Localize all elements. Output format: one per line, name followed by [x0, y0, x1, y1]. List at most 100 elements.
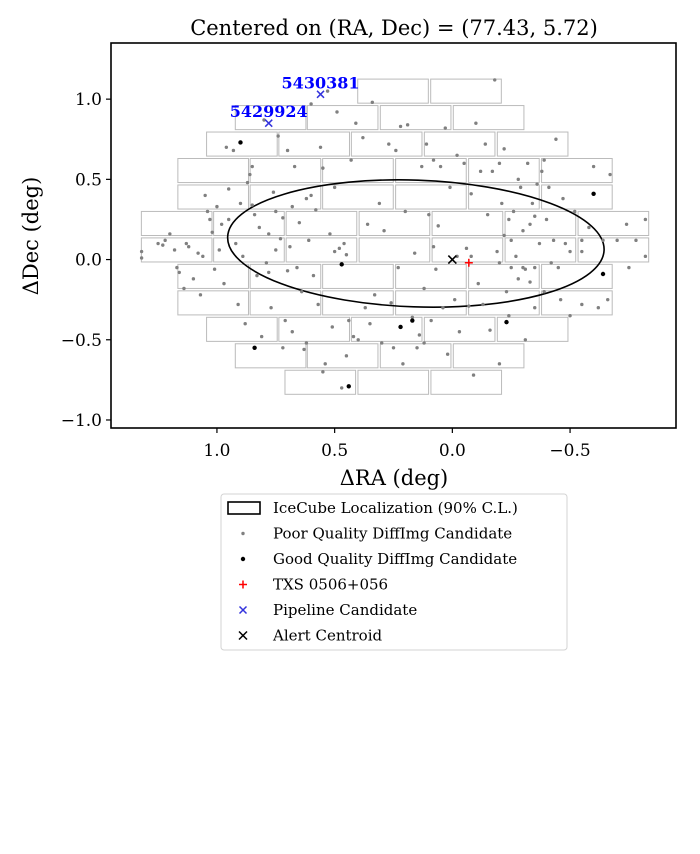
poor-quality-candidate-point [591, 164, 596, 169]
poor-quality-candidate-point [267, 232, 271, 236]
legend: IceCube Localization (90% C.L.) Poor Qual… [220, 493, 568, 651]
poor-quality-candidate-point [502, 233, 506, 238]
poor-quality-candidate-point [368, 322, 372, 326]
poor-quality-candidate-point [274, 209, 278, 214]
ccd-footprint [541, 263, 613, 289]
poor-quality-candidate-point [424, 142, 429, 146]
poor-quality-candidate-point [587, 225, 591, 230]
ccd-footprint [249, 158, 322, 184]
good-quality-candidate-point [346, 384, 351, 389]
icecube-localization-ellipse [226, 179, 605, 308]
poor-quality-candidate-point [514, 254, 518, 259]
poor-quality-candidate-point [177, 270, 181, 275]
poor-quality-candidate-point [332, 249, 337, 254]
plot-frame [110, 42, 677, 429]
y-tick-label: 0.0 [75, 251, 102, 271]
ccd-footprint [249, 290, 322, 316]
poor-quality-candidate-point [215, 204, 219, 209]
legend-entry: TXS 0506+056 [239, 576, 388, 594]
poor-quality-candidate-point [544, 217, 549, 222]
poor-quality-candidate-point [290, 330, 294, 334]
poor-quality-candidate-point [441, 305, 445, 310]
poor-quality-candidate-point [325, 89, 330, 93]
good-quality-candidate-point [504, 319, 509, 325]
poor-quality-candidate-point [580, 238, 584, 243]
poor-quality-candidate-point [264, 261, 269, 265]
poor-quality-candidate-point [257, 225, 262, 230]
ccd-footprint [395, 290, 467, 316]
x-tick-label: 0.0 [439, 441, 466, 461]
ccd-footprint [322, 263, 394, 289]
poor-quality-candidate-point [556, 265, 560, 270]
poor-quality-candidate-point [596, 305, 601, 310]
poor-quality-candidate-point [405, 123, 410, 127]
poor-quality-candidate-point [234, 241, 238, 246]
poor-quality-candidate-point [139, 249, 144, 254]
poor-quality-candidate-point [163, 238, 167, 243]
ccd-footprint [452, 343, 525, 369]
poor-quality-candidate-point [530, 201, 535, 206]
poor-quality-candidate-point [219, 222, 224, 226]
poor-quality-candidate-point [182, 286, 186, 291]
poor-quality-candidate-point [191, 277, 196, 281]
poor-quality-candidate-point [201, 254, 205, 259]
poor-quality-candidate-point [340, 386, 344, 390]
poor-quality-candidate-point [554, 137, 558, 141]
poor-quality-candidate-point [490, 169, 495, 174]
poor-quality-candidate-point [295, 265, 299, 270]
poor-quality-candidate-point [493, 78, 497, 82]
poor-quality-candidate-point [542, 158, 546, 162]
poor-quality-candidate-point [321, 370, 325, 374]
ccd-footprint [504, 210, 577, 236]
ccd-footprint [423, 131, 496, 157]
y-axis-label: ΔDec (deg) [19, 177, 43, 296]
x-axis-label: ΔRA (deg) [340, 466, 449, 490]
pipeline-labels-layer: 5430381 5429924 [230, 73, 360, 121]
poor-quality-candidate-point [422, 286, 426, 291]
poor-quality-candidate-point [297, 220, 302, 225]
ccd-footprint [350, 131, 423, 157]
poor-quality-candidate-point [382, 228, 386, 233]
poor-quality-candidate-point [309, 193, 313, 198]
poor-quality-candidate-point [314, 208, 318, 212]
poor-quality-candidate-point [262, 118, 266, 122]
ccd-footprint [431, 237, 504, 263]
poor-quality-candidate-point [540, 169, 544, 174]
poor-quality-candidate-point [361, 135, 365, 140]
poor-quality-candidate-point [509, 265, 513, 270]
poor-quality-candidate-point [208, 217, 212, 222]
poor-quality-candidate-point [227, 217, 231, 222]
legend-entry: Alert Centroid [238, 627, 383, 645]
poor-quality-candidate-point [471, 373, 476, 377]
poor-quality-candidate-point [429, 318, 433, 323]
ccd-footprint [357, 369, 430, 395]
poor-quality-candidate-point [568, 249, 572, 254]
ccd-footprint [395, 263, 467, 289]
poor-quality-candidate-point [285, 148, 290, 153]
poor-quality-candidate-point [274, 248, 278, 252]
poor-quality-candidate-point [391, 346, 396, 350]
legend-label: Poor Quality DiffImg Candidate [273, 525, 512, 543]
poor-quality-candidate-point [431, 158, 436, 162]
ccd-footprint [577, 237, 650, 263]
good-quality-candidate-point [410, 318, 415, 323]
poor-quality-candidate-point [537, 241, 542, 246]
poor-quality-candidate-point [398, 124, 403, 129]
poor-quality-candidate-point [500, 201, 504, 206]
ccd-footprint [357, 78, 429, 104]
ccd-footprint [423, 316, 496, 342]
good-quality-candidate-point [398, 324, 403, 330]
poor-quality-candidate-point [455, 153, 459, 157]
poor-quality-candidate-point [387, 142, 391, 146]
ccd-footprint [468, 158, 540, 184]
x-tick-label: −0.5 [549, 441, 590, 461]
ccd-footprint [379, 105, 452, 131]
poor-quality-candidate-point [245, 180, 250, 185]
poor-quality-candidate-point [285, 269, 290, 273]
poor-quality-candidate-point [415, 346, 419, 350]
poor-quality-candidate-point [335, 110, 339, 114]
poor-quality-candidate-point [507, 314, 511, 318]
ccd-footprint [234, 343, 307, 369]
poor-quality-candidate-point [370, 100, 375, 105]
